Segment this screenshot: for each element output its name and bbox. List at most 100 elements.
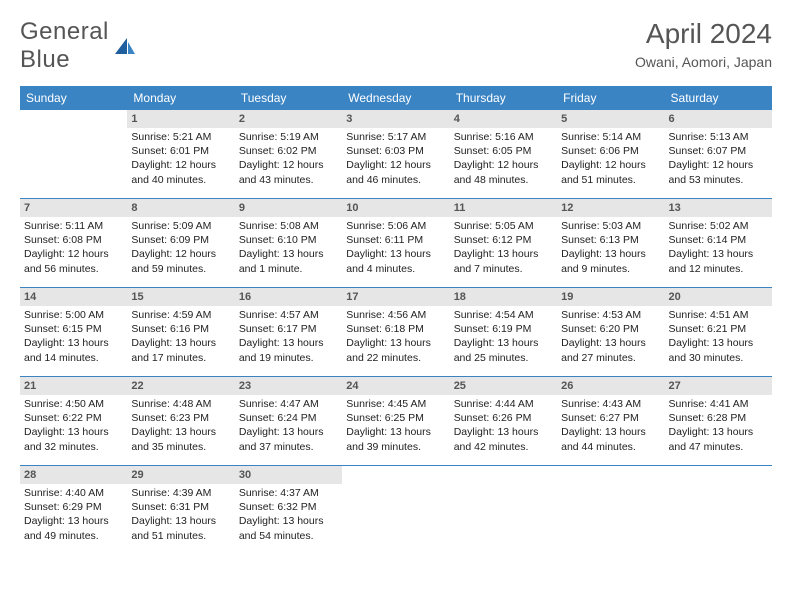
- day-details: Sunrise: 5:06 AMSunset: 6:11 PMDaylight:…: [346, 219, 445, 276]
- day-details: Sunrise: 4:54 AMSunset: 6:19 PMDaylight:…: [454, 308, 553, 365]
- day-number: 22: [127, 377, 234, 395]
- day-number: 4: [450, 110, 557, 128]
- calendar-cell: 19 Sunrise: 4:53 AMSunset: 6:20 PMDayligh…: [557, 288, 664, 377]
- weekday-header: Tuesday: [235, 86, 342, 110]
- day-details: Sunrise: 4:37 AMSunset: 6:32 PMDaylight:…: [239, 486, 338, 543]
- day-details: Sunrise: 4:39 AMSunset: 6:31 PMDaylight:…: [131, 486, 230, 543]
- day-number: 11: [450, 199, 557, 217]
- day-number: 30: [235, 466, 342, 484]
- logo: General Blue: [20, 18, 135, 74]
- day-details: Sunrise: 4:51 AMSunset: 6:21 PMDaylight:…: [669, 308, 768, 365]
- calendar-cell: 1 Sunrise: 5:21 AMSunset: 6:01 PMDaylight…: [127, 110, 234, 199]
- day-details: Sunrise: 4:48 AMSunset: 6:23 PMDaylight:…: [131, 397, 230, 454]
- calendar-cell: 5Sunrise: 5:14 AMSunset: 6:06 PMDaylight…: [557, 110, 664, 199]
- day-details: Sunrise: 5:17 AMSunset: 6:03 PMDaylight:…: [346, 130, 445, 187]
- day-details: Sunrise: 5:19 AMSunset: 6:02 PMDaylight:…: [239, 130, 338, 187]
- page-subtitle: Owani, Aomori, Japan: [635, 54, 772, 70]
- calendar-table: SundayMondayTuesdayWednesdayThursdayFrid…: [20, 86, 772, 554]
- day-details: Sunrise: 5:05 AMSunset: 6:12 PMDaylight:…: [454, 219, 553, 276]
- calendar-cell: 8 Sunrise: 5:09 AMSunset: 6:09 PMDaylight…: [127, 199, 234, 288]
- day-details: Sunrise: 4:44 AMSunset: 6:26 PMDaylight:…: [454, 397, 553, 454]
- day-number: 24: [342, 377, 449, 395]
- calendar-week: 1 Sunrise: 5:21 AMSunset: 6:01 PMDaylight…: [20, 110, 772, 199]
- logo-word1: General: [20, 18, 109, 45]
- weekday-header: Monday: [127, 86, 234, 110]
- calendar-cell: [342, 466, 449, 555]
- calendar-cell: 24 Sunrise: 4:45 AMSunset: 6:25 PMDayligh…: [342, 377, 449, 466]
- calendar-cell: 27 Sunrise: 4:41 AMSunset: 6:28 PMDayligh…: [665, 377, 772, 466]
- day-number: 12: [557, 199, 664, 217]
- calendar-cell: 29 Sunrise: 4:39 AMSunset: 6:31 PMDayligh…: [127, 466, 234, 555]
- day-details: Sunrise: 5:21 AMSunset: 6:01 PMDaylight:…: [131, 130, 230, 187]
- day-details: Sunrise: 4:41 AMSunset: 6:28 PMDaylight:…: [669, 397, 768, 454]
- day-number: 15: [127, 288, 234, 306]
- calendar-cell: 26Sunrise: 4:43 AMSunset: 6:27 PMDayligh…: [557, 377, 664, 466]
- day-number: 1: [127, 110, 234, 128]
- weekday-header: Wednesday: [342, 86, 449, 110]
- calendar-cell: 14Sunrise: 5:00 AMSunset: 6:15 PMDayligh…: [20, 288, 127, 377]
- calendar-body: 1 Sunrise: 5:21 AMSunset: 6:01 PMDaylight…: [20, 110, 772, 554]
- weekday-header: Saturday: [665, 86, 772, 110]
- weekday-header: Thursday: [450, 86, 557, 110]
- day-number: 14: [20, 288, 127, 306]
- calendar-cell: 20 Sunrise: 4:51 AMSunset: 6:21 PMDayligh…: [665, 288, 772, 377]
- day-number: 3: [342, 110, 449, 128]
- day-details: Sunrise: 5:13 AMSunset: 6:07 PMDaylight:…: [669, 130, 768, 187]
- day-number: 9: [235, 199, 342, 217]
- day-number: 29: [127, 466, 234, 484]
- calendar-cell: 30 Sunrise: 4:37 AMSunset: 6:32 PMDayligh…: [235, 466, 342, 555]
- day-details: Sunrise: 4:45 AMSunset: 6:25 PMDaylight:…: [346, 397, 445, 454]
- day-number: 6: [665, 110, 772, 128]
- day-number: 13: [665, 199, 772, 217]
- day-details: Sunrise: 4:56 AMSunset: 6:18 PMDaylight:…: [346, 308, 445, 365]
- calendar-cell: 22 Sunrise: 4:48 AMSunset: 6:23 PMDayligh…: [127, 377, 234, 466]
- sail-icon: [115, 38, 135, 54]
- day-number: 17: [342, 288, 449, 306]
- day-details: Sunrise: 5:08 AMSunset: 6:10 PMDaylight:…: [239, 219, 338, 276]
- day-number: 19: [557, 288, 664, 306]
- calendar-cell: [450, 466, 557, 555]
- day-details: Sunrise: 5:11 AMSunset: 6:08 PMDaylight:…: [24, 219, 123, 276]
- calendar-cell: [665, 466, 772, 555]
- day-details: Sunrise: 4:50 AMSunset: 6:22 PMDaylight:…: [24, 397, 123, 454]
- day-number: 21: [20, 377, 127, 395]
- day-number: 18: [450, 288, 557, 306]
- calendar-cell: 7 Sunrise: 5:11 AMSunset: 6:08 PMDaylight…: [20, 199, 127, 288]
- day-number: 27: [665, 377, 772, 395]
- day-number: 23: [235, 377, 342, 395]
- day-details: Sunrise: 4:57 AMSunset: 6:17 PMDaylight:…: [239, 308, 338, 365]
- calendar-head: SundayMondayTuesdayWednesdayThursdayFrid…: [20, 86, 772, 110]
- day-number: 10: [342, 199, 449, 217]
- calendar-cell: 15Sunrise: 4:59 AMSunset: 6:16 PMDayligh…: [127, 288, 234, 377]
- weekday-header: Sunday: [20, 86, 127, 110]
- calendar-cell: 17 Sunrise: 4:56 AMSunset: 6:18 PMDayligh…: [342, 288, 449, 377]
- day-number: 8: [127, 199, 234, 217]
- day-number: 26: [557, 377, 664, 395]
- day-details: Sunrise: 5:09 AMSunset: 6:09 PMDaylight:…: [131, 219, 230, 276]
- page-header: General Blue April 2024 Owani, Aomori, J…: [20, 18, 772, 74]
- page-title: April 2024: [635, 18, 772, 50]
- calendar-week: 21 Sunrise: 4:50 AMSunset: 6:22 PMDayligh…: [20, 377, 772, 466]
- calendar-cell: 23 Sunrise: 4:47 AMSunset: 6:24 PMDayligh…: [235, 377, 342, 466]
- calendar-cell: 11 Sunrise: 5:05 AMSunset: 6:12 PMDayligh…: [450, 199, 557, 288]
- day-details: Sunrise: 4:53 AMSunset: 6:20 PMDaylight:…: [561, 308, 660, 365]
- calendar-cell: 28Sunrise: 4:40 AMSunset: 6:29 PMDayligh…: [20, 466, 127, 555]
- calendar-cell: 18 Sunrise: 4:54 AMSunset: 6:19 PMDayligh…: [450, 288, 557, 377]
- day-number: 20: [665, 288, 772, 306]
- calendar-cell: 3 Sunrise: 5:17 AMSunset: 6:03 PMDaylight…: [342, 110, 449, 199]
- day-number: 16: [235, 288, 342, 306]
- calendar-week: 7 Sunrise: 5:11 AMSunset: 6:08 PMDaylight…: [20, 199, 772, 288]
- day-number: 28: [20, 466, 127, 484]
- day-number: 7: [20, 199, 127, 217]
- calendar-cell: 21 Sunrise: 4:50 AMSunset: 6:22 PMDayligh…: [20, 377, 127, 466]
- day-number: 5: [557, 110, 664, 128]
- title-block: April 2024 Owani, Aomori, Japan: [635, 18, 772, 70]
- calendar-cell: 2 Sunrise: 5:19 AMSunset: 6:02 PMDaylight…: [235, 110, 342, 199]
- calendar-cell: 16 Sunrise: 4:57 AMSunset: 6:17 PMDayligh…: [235, 288, 342, 377]
- day-number: 2: [235, 110, 342, 128]
- logo-text: General Blue: [20, 18, 109, 74]
- calendar-week: 28Sunrise: 4:40 AMSunset: 6:29 PMDayligh…: [20, 466, 772, 555]
- calendar-week: 14Sunrise: 5:00 AMSunset: 6:15 PMDayligh…: [20, 288, 772, 377]
- calendar-cell: 12Sunrise: 5:03 AMSunset: 6:13 PMDayligh…: [557, 199, 664, 288]
- day-details: Sunrise: 4:47 AMSunset: 6:24 PMDaylight:…: [239, 397, 338, 454]
